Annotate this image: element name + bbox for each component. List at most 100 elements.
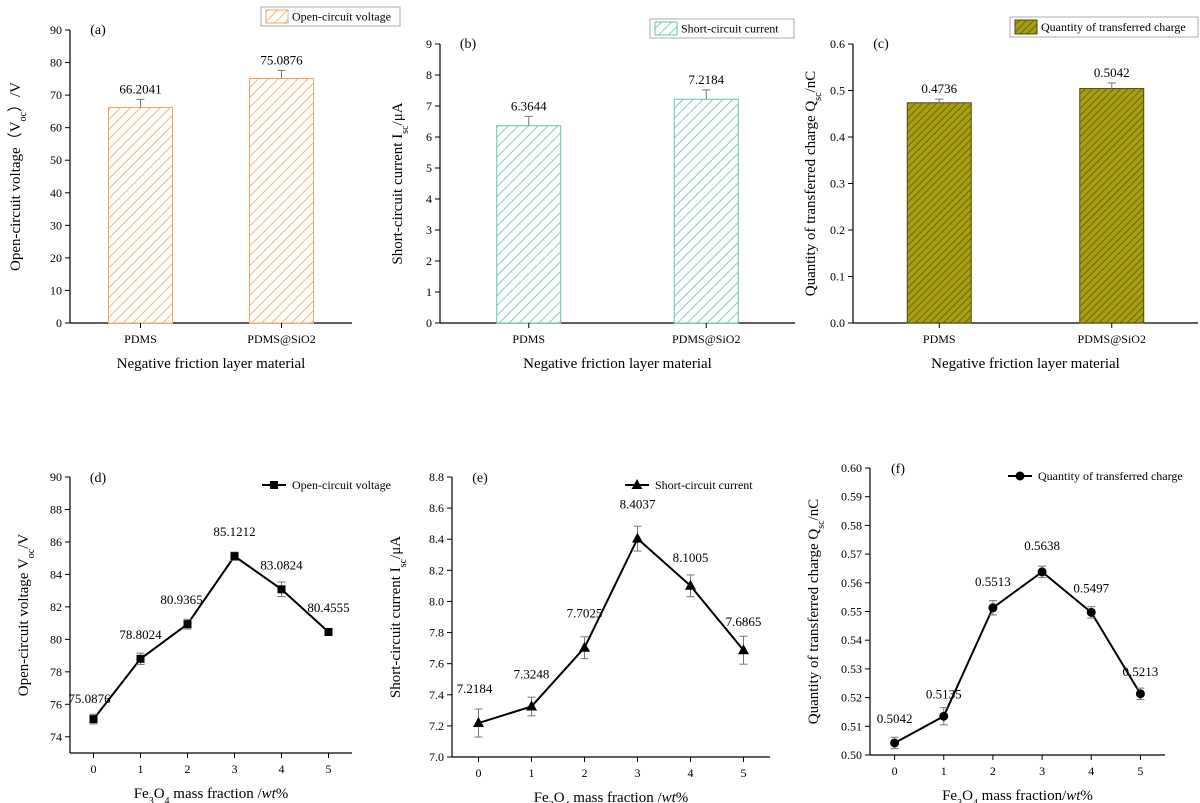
x-tick-label: 3 [1039, 764, 1045, 778]
y-tick-label: 6 [426, 130, 432, 144]
x-axis-title-part: % [1080, 788, 1093, 803]
y-axis-title-sub: oc [26, 548, 37, 558]
y-tick-label: 0.60 [841, 461, 862, 475]
y-tick-label: 0.1 [830, 270, 845, 284]
data-point [685, 579, 696, 590]
y-tick-label: 84 [50, 567, 62, 581]
x-axis-title-part: mass fraction/ [978, 788, 1067, 803]
x-axis-title-part: mass fraction / [170, 786, 263, 802]
x-axis-title-part: 4 [565, 800, 570, 803]
data-label: 8.1005 [673, 550, 709, 565]
y-axis-title-sub: oc [18, 111, 29, 121]
data-label: 7.2184 [457, 681, 493, 696]
y-tick-label: 74 [50, 730, 62, 744]
x-axis-title-part: wt [662, 790, 677, 803]
y-tick-label: 8.2 [429, 563, 444, 577]
y-axis-title-main: Open-circuit voltage V [16, 558, 32, 696]
x-axis-title: Fe3O4 mass fraction/wt% [942, 788, 1093, 803]
y-tick-label: 8 [426, 68, 432, 82]
data-label: 0.5042 [1094, 65, 1130, 80]
y-tick-label: 0.58 [841, 518, 862, 532]
x-tick-label: 0 [476, 766, 482, 780]
y-tick-label: 4 [426, 192, 432, 206]
chart-panel-b: 0 1 2 3 4 5 6 7 8 9 (b) Short-circuit current Isc/μ… [390, 18, 795, 372]
chart-panel-c: 0.0 0.1 0.2 0.3 0.4 0.5 0.6 (c) Quantity of tran… [803, 16, 1199, 372]
y-axis-title: Quantity of transferred charge Qsc/nC [803, 71, 824, 297]
y-tick-label: 7.4 [429, 688, 444, 702]
legend-label: Short-circuit current [681, 22, 779, 36]
y-tick-label: 0.53 [841, 662, 862, 676]
y-axis-title-end: /nC [803, 71, 819, 93]
data-point [738, 644, 749, 655]
series-line [894, 570, 1142, 744]
data-label: 80.4555 [307, 600, 349, 615]
data-point [324, 627, 333, 636]
data-label: 0.5513 [975, 574, 1011, 589]
x-axis-title-part: % [676, 790, 689, 803]
legend-box [1009, 16, 1199, 38]
y-tick-label: 0.5 [830, 84, 845, 98]
data-point [230, 552, 239, 561]
x-tick-label: 2 [185, 762, 191, 776]
x-axis-title-part: Fe [534, 790, 549, 803]
y-tick-label: 90 [50, 470, 62, 484]
data-point [277, 585, 286, 594]
x-tick-label: 3 [232, 762, 238, 776]
y-axis-title-sub: sc [816, 520, 827, 529]
legend-swatch [654, 21, 678, 36]
bar [906, 102, 972, 324]
x-axis-title-part: O [554, 790, 565, 803]
y-tick-label: 7 [426, 99, 432, 113]
x-axis-title-part: wt [1066, 788, 1081, 803]
data-label: 66.2041 [119, 81, 161, 96]
legend-label: Open-circuit voltage [292, 478, 391, 492]
y-tick-label: 8.0 [429, 594, 444, 608]
x-tick-label: PDMS@SiO2 [672, 332, 740, 346]
chart-panel-d: 74 76 78 80 82 84 86 88 90 (d) Open-circuit voltag… [16, 470, 391, 803]
y-tick-label: 86 [50, 535, 62, 549]
series-line [478, 537, 745, 724]
data-point [890, 738, 900, 748]
data-label: 0.5135 [926, 686, 962, 701]
data-label: 75.0876 [68, 691, 111, 706]
data-label: 80.9365 [160, 592, 202, 607]
bar [249, 78, 314, 324]
data-label: 7.2184 [688, 72, 724, 87]
x-tick-label: 2 [582, 766, 588, 780]
x-axis-title-part: % [276, 786, 289, 802]
y-tick-label: 80 [50, 56, 62, 70]
legend-swatch [265, 9, 289, 24]
x-axis-title-part: O [154, 786, 165, 802]
y-tick-label: 2 [426, 254, 432, 268]
y-tick-label: 30 [50, 218, 62, 232]
y-axis-title-main: Quantity of transferred charge Q [803, 101, 819, 297]
data-point [939, 711, 949, 721]
data-point [579, 641, 590, 652]
y-tick-label: 60 [50, 121, 62, 135]
legend-marker [631, 479, 643, 489]
y-tick-label: 3 [426, 223, 432, 237]
data-label: 6.3644 [511, 98, 547, 113]
y-tick-label: 88 [50, 502, 62, 516]
x-tick-label: 4 [279, 762, 285, 776]
y-tick-label: 0.50 [841, 748, 862, 762]
data-point [1135, 689, 1145, 699]
y-tick-label: 0 [56, 316, 62, 330]
y-tick-label: 8.6 [429, 501, 444, 515]
y-axis-title-main: Short-circuit current I [390, 134, 406, 265]
y-tick-label: 0.4 [830, 130, 845, 144]
y-tick-label: 7.8 [429, 626, 444, 640]
x-tick-label: PDMS [923, 332, 956, 346]
x-tick-label: 5 [1137, 764, 1143, 778]
y-tick-label: 82 [50, 600, 62, 614]
data-point [1086, 607, 1096, 617]
y-tick-label: 0.2 [830, 223, 845, 237]
data-label: 0.5497 [1073, 580, 1109, 595]
legend-box [260, 6, 401, 27]
y-tick-label: 78 [50, 665, 62, 679]
legend-box [649, 18, 795, 39]
data-point [632, 532, 643, 543]
y-tick-label: 0.6 [830, 37, 845, 51]
